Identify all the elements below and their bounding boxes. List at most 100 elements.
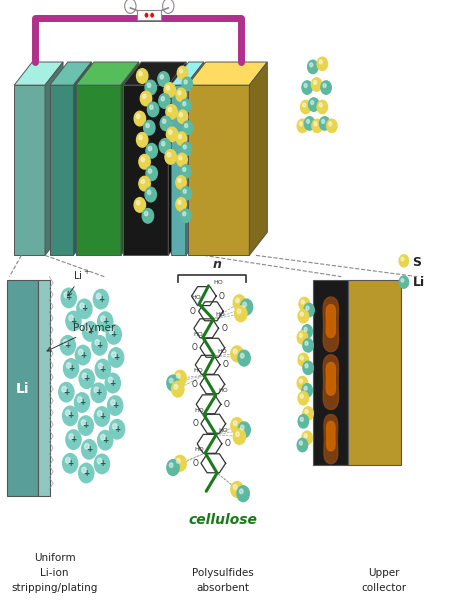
Polygon shape bbox=[188, 62, 267, 85]
Circle shape bbox=[236, 432, 239, 437]
Circle shape bbox=[146, 166, 157, 181]
Text: +: + bbox=[113, 353, 119, 362]
Circle shape bbox=[62, 386, 66, 392]
Circle shape bbox=[167, 153, 171, 157]
Circle shape bbox=[145, 80, 156, 95]
Circle shape bbox=[82, 322, 98, 341]
Circle shape bbox=[108, 377, 113, 383]
Circle shape bbox=[303, 339, 313, 352]
Polygon shape bbox=[323, 355, 338, 409]
Text: +: + bbox=[70, 435, 77, 444]
Circle shape bbox=[299, 379, 302, 383]
Polygon shape bbox=[249, 62, 267, 255]
Polygon shape bbox=[50, 62, 91, 85]
Text: +: + bbox=[83, 375, 90, 383]
Circle shape bbox=[177, 153, 187, 167]
Bar bbox=[313, 280, 348, 465]
Circle shape bbox=[145, 13, 148, 18]
Circle shape bbox=[65, 457, 70, 463]
Circle shape bbox=[63, 454, 78, 473]
Text: +: + bbox=[110, 330, 117, 339]
Circle shape bbox=[312, 119, 322, 133]
Circle shape bbox=[145, 212, 148, 216]
Text: +: + bbox=[83, 469, 90, 477]
Circle shape bbox=[92, 336, 107, 355]
Polygon shape bbox=[123, 85, 168, 255]
Circle shape bbox=[110, 399, 115, 406]
Polygon shape bbox=[323, 297, 338, 351]
Text: +: + bbox=[100, 365, 106, 373]
Circle shape bbox=[181, 99, 191, 112]
Text: HO: HO bbox=[193, 332, 203, 337]
Circle shape bbox=[59, 382, 74, 402]
Circle shape bbox=[301, 300, 304, 304]
Circle shape bbox=[169, 463, 173, 468]
Text: Li: Li bbox=[16, 382, 29, 396]
Text: O: O bbox=[225, 440, 230, 448]
Circle shape bbox=[321, 81, 331, 94]
Circle shape bbox=[100, 434, 105, 440]
Circle shape bbox=[93, 289, 109, 309]
Circle shape bbox=[304, 327, 307, 331]
Text: +: + bbox=[68, 364, 74, 373]
Circle shape bbox=[306, 119, 310, 123]
Circle shape bbox=[94, 407, 109, 426]
Circle shape bbox=[182, 167, 186, 171]
Circle shape bbox=[298, 309, 309, 323]
Circle shape bbox=[302, 81, 312, 94]
Polygon shape bbox=[168, 62, 186, 255]
Circle shape bbox=[313, 80, 317, 85]
Circle shape bbox=[109, 328, 114, 334]
Polygon shape bbox=[326, 305, 336, 337]
Circle shape bbox=[139, 176, 150, 191]
Circle shape bbox=[61, 288, 76, 308]
Text: +: + bbox=[112, 401, 118, 410]
Circle shape bbox=[94, 454, 109, 474]
Circle shape bbox=[233, 485, 237, 489]
Circle shape bbox=[314, 122, 317, 126]
Polygon shape bbox=[14, 85, 45, 255]
Polygon shape bbox=[186, 62, 204, 255]
Circle shape bbox=[299, 297, 310, 311]
Circle shape bbox=[77, 396, 82, 402]
Circle shape bbox=[238, 350, 250, 366]
Circle shape bbox=[181, 142, 191, 156]
Text: +: + bbox=[63, 388, 70, 396]
Circle shape bbox=[140, 91, 152, 106]
Circle shape bbox=[399, 255, 409, 267]
Polygon shape bbox=[171, 62, 204, 85]
Polygon shape bbox=[171, 85, 186, 255]
Circle shape bbox=[305, 409, 308, 413]
Circle shape bbox=[179, 156, 182, 160]
Circle shape bbox=[97, 458, 102, 464]
Text: +: + bbox=[70, 317, 77, 325]
Circle shape bbox=[112, 423, 117, 429]
Bar bbox=[348, 280, 401, 465]
Circle shape bbox=[310, 100, 314, 105]
Bar bbox=[7, 280, 38, 496]
Circle shape bbox=[176, 458, 180, 463]
Circle shape bbox=[297, 331, 308, 344]
Circle shape bbox=[176, 373, 180, 378]
Circle shape bbox=[179, 112, 182, 117]
Circle shape bbox=[95, 339, 100, 345]
Circle shape bbox=[298, 353, 309, 367]
Circle shape bbox=[163, 119, 166, 123]
Circle shape bbox=[182, 121, 193, 134]
Circle shape bbox=[78, 349, 83, 355]
Circle shape bbox=[150, 105, 153, 109]
Circle shape bbox=[169, 378, 173, 383]
Text: O: O bbox=[221, 324, 227, 333]
Circle shape bbox=[304, 386, 307, 390]
Circle shape bbox=[159, 139, 171, 153]
Circle shape bbox=[298, 392, 309, 405]
Circle shape bbox=[303, 361, 313, 375]
Circle shape bbox=[82, 467, 86, 473]
Circle shape bbox=[176, 132, 187, 145]
Circle shape bbox=[181, 187, 191, 200]
Circle shape bbox=[167, 460, 179, 475]
Circle shape bbox=[240, 299, 253, 315]
Text: Li: Li bbox=[412, 275, 425, 289]
Circle shape bbox=[310, 63, 313, 67]
Circle shape bbox=[178, 91, 181, 95]
